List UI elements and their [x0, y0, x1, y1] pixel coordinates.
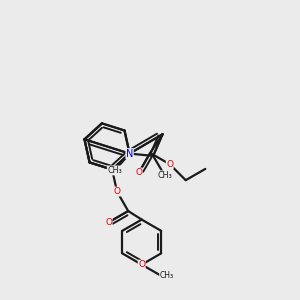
Text: N: N	[126, 148, 133, 159]
Text: O: O	[113, 187, 121, 196]
Text: O: O	[105, 218, 112, 227]
Text: CH₃: CH₃	[107, 166, 122, 175]
Text: O: O	[138, 260, 145, 269]
Text: CH₃: CH₃	[157, 171, 172, 180]
Text: CH₃: CH₃	[160, 271, 174, 280]
Text: O: O	[166, 160, 173, 169]
Text: O: O	[135, 168, 142, 177]
